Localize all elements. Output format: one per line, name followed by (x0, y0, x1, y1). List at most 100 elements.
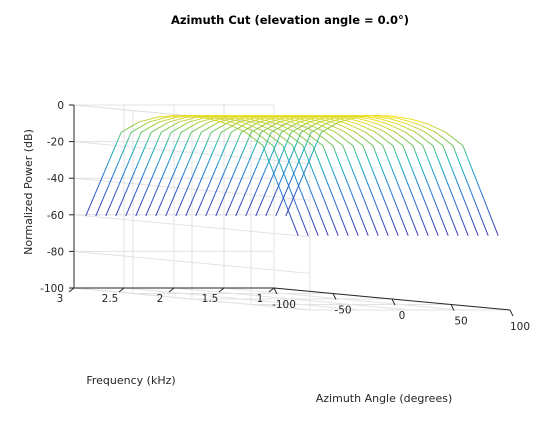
curve-segment (205, 166, 207, 172)
curve-segment (475, 176, 477, 182)
curve-segment (360, 122, 362, 123)
curve-segment (221, 131, 223, 132)
curve-segment (314, 200, 316, 206)
curve-segment (176, 128, 178, 129)
curve-segment (328, 158, 330, 164)
curve-segment (186, 128, 188, 129)
curve-segment (384, 131, 386, 132)
curve-segment (389, 188, 391, 194)
curve-segment (317, 124, 319, 125)
curve-segment (349, 212, 351, 218)
curve-segment (399, 188, 401, 194)
curve-segment (422, 194, 424, 200)
curve-segment (328, 122, 330, 123)
curve-segment (252, 120, 254, 121)
curve-segment (223, 123, 225, 124)
curve-segment (294, 200, 296, 206)
curve-segment (439, 188, 441, 194)
curve-segment (343, 224, 345, 230)
curve-segment (461, 218, 463, 224)
curve-segment (474, 200, 476, 206)
curve-segment (324, 117, 326, 118)
curve-segment (184, 143, 186, 149)
curve-segment (412, 126, 414, 127)
curve-segment (194, 130, 196, 131)
curve-segment (293, 138, 295, 140)
curve-segment (400, 164, 402, 170)
curve-segment (287, 119, 289, 120)
curve-segment (228, 205, 230, 211)
curve-segment (454, 200, 456, 206)
curve-segment (419, 212, 421, 218)
curve-segment (433, 138, 435, 140)
curve-segment (360, 164, 362, 170)
curve-segment (466, 230, 468, 236)
curve-segment (141, 131, 143, 132)
curve-segment (442, 170, 444, 176)
curve-segment (346, 133, 348, 135)
curve-segment (218, 205, 220, 211)
curve-segment (412, 194, 414, 200)
curve-segment (219, 132, 221, 138)
curve-segment (353, 120, 355, 121)
curve-segment (292, 149, 294, 155)
curve-segment (342, 194, 344, 200)
curve-segment (295, 151, 297, 157)
curve-segment (378, 142, 380, 144)
curve-segment (148, 122, 150, 123)
curve-segment (221, 199, 223, 205)
curve-segment (272, 118, 274, 119)
curve-segment (275, 188, 277, 194)
curve-segment (342, 118, 344, 119)
curve-segment (400, 125, 402, 126)
curve-segment (435, 151, 437, 157)
curve-segment (220, 119, 222, 120)
curve-segment (323, 123, 325, 124)
curve-segment (367, 124, 369, 125)
curve-segment (224, 117, 226, 118)
curve-segment (246, 138, 248, 144)
curve-segment (353, 145, 355, 151)
curve-segment (140, 121, 142, 122)
curve-segment (207, 119, 209, 120)
curve-segment (163, 124, 165, 125)
curve-segment (185, 123, 187, 124)
curve-segment (103, 194, 105, 200)
y-axis-label: Frequency (kHz) (86, 374, 175, 387)
curve-segment (350, 144, 352, 146)
curve-segment (162, 118, 164, 119)
curve-segment (276, 210, 278, 216)
curve-segment (361, 136, 363, 138)
frequency-curve (146, 115, 358, 235)
curve-segment (313, 224, 315, 230)
curve-segment (320, 121, 322, 122)
curve-segment (333, 224, 335, 230)
curve-segment (432, 126, 434, 127)
curve-segment (376, 140, 378, 142)
curve-segment (234, 143, 236, 149)
curve-segment (338, 122, 340, 123)
curve-segment (185, 120, 187, 121)
curve-segment (218, 122, 220, 123)
curve-segment (402, 126, 404, 127)
curve-segment (169, 132, 171, 138)
curve-segment (406, 120, 408, 121)
curve-segment (323, 124, 325, 125)
curve-segment (190, 121, 192, 122)
curve-segment (166, 138, 168, 144)
curve-segment (455, 176, 457, 182)
curve-segment (284, 117, 286, 118)
curve-segment (351, 218, 353, 224)
curve-segment (179, 132, 181, 138)
curve-segment (290, 121, 292, 122)
curve-segment (255, 188, 257, 194)
curve-segment (161, 125, 163, 126)
curve-segment (399, 119, 401, 120)
curve-segment (108, 182, 110, 188)
curve-segment (317, 119, 319, 120)
curve-segment (175, 120, 177, 121)
curve-segment (365, 123, 367, 124)
curve-segment (169, 155, 171, 161)
curve-segment (294, 127, 296, 128)
curve-segment (300, 119, 302, 120)
